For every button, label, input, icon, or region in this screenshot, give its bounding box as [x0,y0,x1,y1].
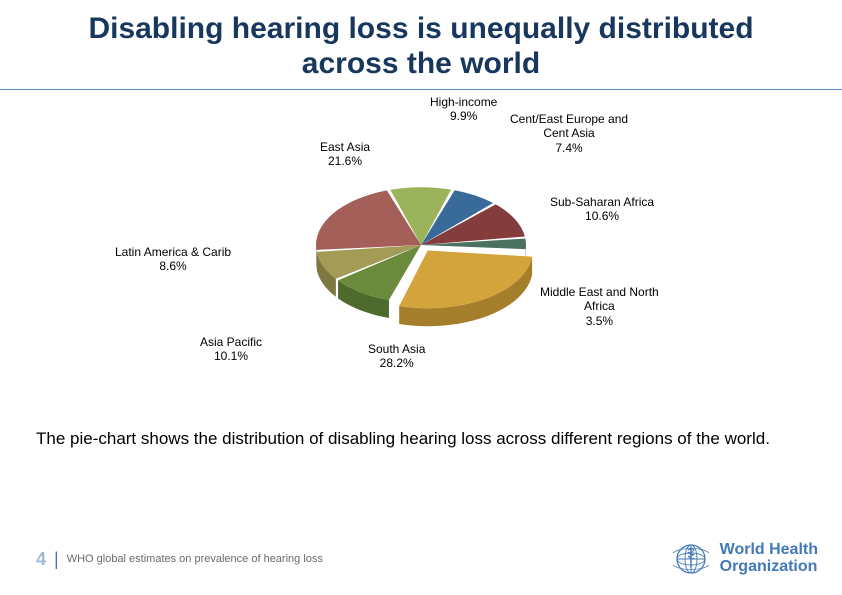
pie-slice-label: High-income9.9% [430,95,497,124]
pie-slice-label: Latin America & Carib8.6% [115,245,231,274]
who-emblem-icon [670,538,712,580]
who-logo: World Health Organization [670,538,842,580]
pie-slice-label: Sub-Saharan Africa10.6% [550,195,654,224]
pie-slice-label: Cent/East Europe andCent Asia7.4% [510,112,628,155]
pie-slice-label: Middle East and NorthAfrica3.5% [540,285,659,328]
footer: 4 | WHO global estimates on prevalence o… [0,535,842,583]
pie-chart: High-income9.9% Cent/East Europe andCent … [0,90,842,410]
pie-slice-label: East Asia21.6% [320,140,370,169]
caption: The pie-chart shows the distribution of … [0,410,842,450]
who-logo-text: World Health Organization [720,542,818,576]
page-title: Disabling hearing loss is unequally dist… [0,0,842,87]
pie-slice-label: Asia Pacific10.1% [200,335,262,364]
who-logo-line1: World Health [720,542,818,559]
footnote: WHO global estimates on prevalence of he… [67,553,670,565]
pie-slice-label: South Asia28.2% [368,342,425,371]
page-number: 4 [0,549,46,570]
who-logo-line2: Organization [720,559,818,576]
page-separator: | [46,549,67,570]
